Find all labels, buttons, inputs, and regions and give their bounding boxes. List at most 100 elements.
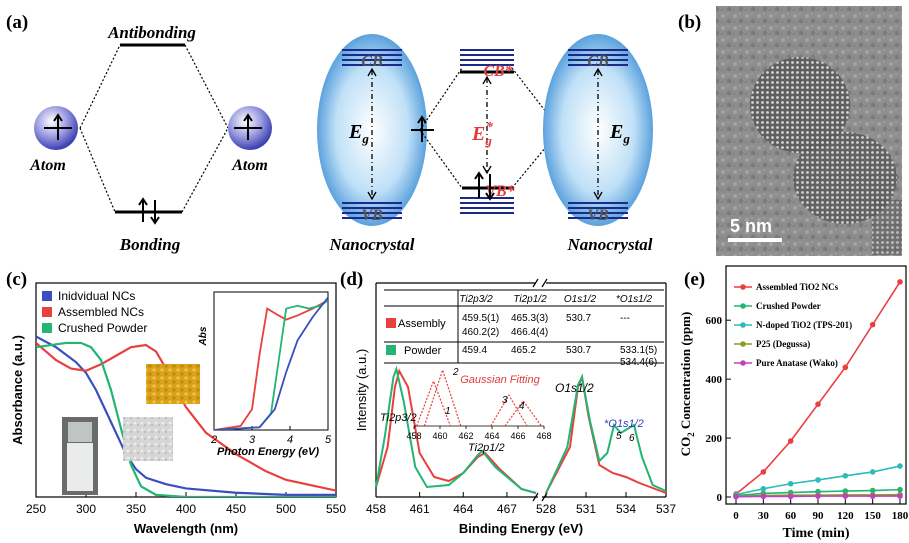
inset-peak-1: 1 xyxy=(445,406,451,417)
chart-d-inset-ticks: 458 460 462 464 466 468 xyxy=(406,426,552,441)
chart-c-ylabel: Absorbance (a.u.) xyxy=(10,335,25,445)
atom-label-left: Atom xyxy=(29,157,66,174)
e-point-crushed-powder-180 xyxy=(897,486,903,493)
cb-label-right: CB xyxy=(587,53,609,70)
panel-a-label: (a) xyxy=(6,12,28,33)
d-x-tick-label-464: 464 xyxy=(453,502,473,516)
e-legend-marker-assembled-tio2-ncs xyxy=(740,284,746,290)
photo-crushed-powder xyxy=(123,417,173,461)
table-header-1: Ti2p3/2 xyxy=(459,294,493,305)
e-point-n-doped-tio2-tps-201-30 xyxy=(760,485,767,492)
c-legend-swatch-assembled-ncs xyxy=(42,307,52,317)
inset-peak-3: 3 xyxy=(502,395,508,406)
e-point-assembled-tio2-ncs-150 xyxy=(869,321,876,328)
c-inset-tick-label-5: 5 xyxy=(325,434,332,446)
e-point-n-doped-tio2-tps-201-90 xyxy=(815,477,821,483)
chart-e-xlabel: Time (min) xyxy=(782,526,849,541)
c-x-tick-label-550: 550 xyxy=(326,502,346,516)
c-inset-line-3 xyxy=(214,296,328,430)
powder-row-name: Powder xyxy=(404,345,442,357)
peak-label-6: 6 xyxy=(629,433,635,444)
d-x-tick-label-467: 467 xyxy=(497,502,517,516)
vb-star-bands xyxy=(460,197,514,214)
table-header-2: Ti2p1/2 xyxy=(513,294,547,305)
chart-c-inset-xlabel: Photon Energy (eV) xyxy=(217,446,319,458)
nanocrystal-lattice-2 xyxy=(793,132,897,224)
d-gaussian-peak-2 xyxy=(423,368,462,427)
e-y-tick-label-200: 200 xyxy=(706,433,723,445)
e-point-n-doped-tio2-tps-201-180 xyxy=(897,463,903,469)
e-x-tick-label-180: 180 xyxy=(892,510,909,522)
c-x-tick-label-450: 450 xyxy=(226,502,246,516)
electron-arrow-right xyxy=(243,113,253,140)
c-inset-tick-label-2: 2 xyxy=(210,434,217,446)
c-line-assembled-ncs xyxy=(36,342,336,492)
e-x-tick-label-0: 0 xyxy=(733,510,739,522)
chart-e-series xyxy=(733,279,903,500)
d-line-powder-1 xyxy=(375,365,537,494)
d-x-tick-label-458: 458 xyxy=(366,502,386,516)
panel-b-label: (b) xyxy=(678,12,701,33)
d-gaussian-peak-1 xyxy=(416,379,451,427)
assembly-cell-1a: 459.5(1) xyxy=(462,313,499,324)
chart-c-xlabel: Wavelength (nm) xyxy=(134,521,238,536)
c-legend-label-inidvidual-ncs: Inidvidual NCs xyxy=(58,289,135,303)
chart-d-inset-series xyxy=(416,368,542,427)
e-point-pure-anatase-wako-0 xyxy=(733,493,739,500)
d-x-tick-label-531: 531 xyxy=(576,502,596,516)
c-inset-line-1 xyxy=(214,299,328,430)
chart-e-frame xyxy=(725,265,907,505)
e-x-tick-label-150: 150 xyxy=(864,510,881,522)
cb-bands-right xyxy=(568,49,628,66)
assembly-cell-4: --- xyxy=(620,313,630,324)
powder-cell-3: 530.7 xyxy=(566,345,591,356)
cb-bands-left xyxy=(342,49,402,66)
c-line-crushed-powder xyxy=(36,341,336,497)
cb-star-bands xyxy=(460,49,514,66)
e-point-assembled-tio2-ncs-30 xyxy=(760,469,767,475)
c-x-tick-label-500: 500 xyxy=(276,502,296,516)
e-legend-label-p25-degussa: P25 (Degussa) xyxy=(756,339,810,349)
e-legend-label-crushed-powder: Crushed Powder xyxy=(756,301,821,311)
e-legend-label-pure-anatase-wako: Pure Anatase (Wako) xyxy=(756,358,838,368)
eg-label-left: Eg xyxy=(348,121,369,146)
e-point-n-doped-tio2-tps-201-60 xyxy=(787,480,794,487)
e-legend-marker-p25-degussa xyxy=(740,341,746,347)
d-inset-tick-label-468: 468 xyxy=(536,431,551,441)
chart-d-xlabel: Binding Energy (eV) xyxy=(459,521,583,536)
panel-c-label: (c) xyxy=(6,269,27,290)
inset-peak-4: 4 xyxy=(519,401,525,412)
e-y-tick-label-400: 400 xyxy=(706,374,723,386)
peak-label-o1s12: O1s1/2 xyxy=(555,381,594,395)
assembly-cell-2a: 465.3(3) xyxy=(511,313,548,324)
c-x-tick-label-400: 400 xyxy=(176,502,196,516)
peak-label-5: 5 xyxy=(616,431,622,442)
cb-label-left: CB xyxy=(361,53,383,70)
inset-peak-2: 2 xyxy=(452,367,459,378)
e-point-n-doped-tio2-tps-201-120 xyxy=(842,472,849,479)
c-legend-swatch-inidvidual-ncs xyxy=(42,291,52,301)
xps-peak-table: Ti2p3/2 Ti2p1/2 O1s1/2 *O1s1/2 Assembly … xyxy=(384,289,664,368)
powder-cell-1: 459.4 xyxy=(462,345,487,356)
vb-label-right: VB xyxy=(587,207,609,224)
d-gaussian-peak-3 xyxy=(490,394,528,427)
e-y-tick-label-0: 0 xyxy=(717,492,723,504)
e-legend-marker-n-doped-tio2-tps-201 xyxy=(740,322,746,328)
chart-d-series xyxy=(375,365,667,494)
orbital-dashed-lines xyxy=(79,44,229,213)
c-inset-tick-label-4: 4 xyxy=(287,434,293,446)
chart-c-inset-ylabel: Abs xyxy=(198,326,209,346)
panel-e-label: (e) xyxy=(684,269,705,290)
e-point-assembled-tio2-ncs-120 xyxy=(842,364,849,371)
table-header-3: O1s1/2 xyxy=(564,294,597,305)
powder-cell-2: 465.2 xyxy=(511,345,536,356)
bonding-electron-pair xyxy=(138,197,160,225)
powder-cell-4b: 534.4(6) xyxy=(620,357,657,368)
electron-arrow-center-left xyxy=(417,115,427,142)
chart-e-ylabel: CO2 Concentration (ppm) xyxy=(678,312,696,457)
peak-label-ti2p12: Ti2p1/2 xyxy=(468,442,505,454)
assembly-cell-2b: 466.4(4) xyxy=(511,327,548,338)
e-point-pure-anatase-wako-180 xyxy=(897,493,903,499)
peak-label-o1s12-star: *O1s1/2 xyxy=(604,418,644,430)
